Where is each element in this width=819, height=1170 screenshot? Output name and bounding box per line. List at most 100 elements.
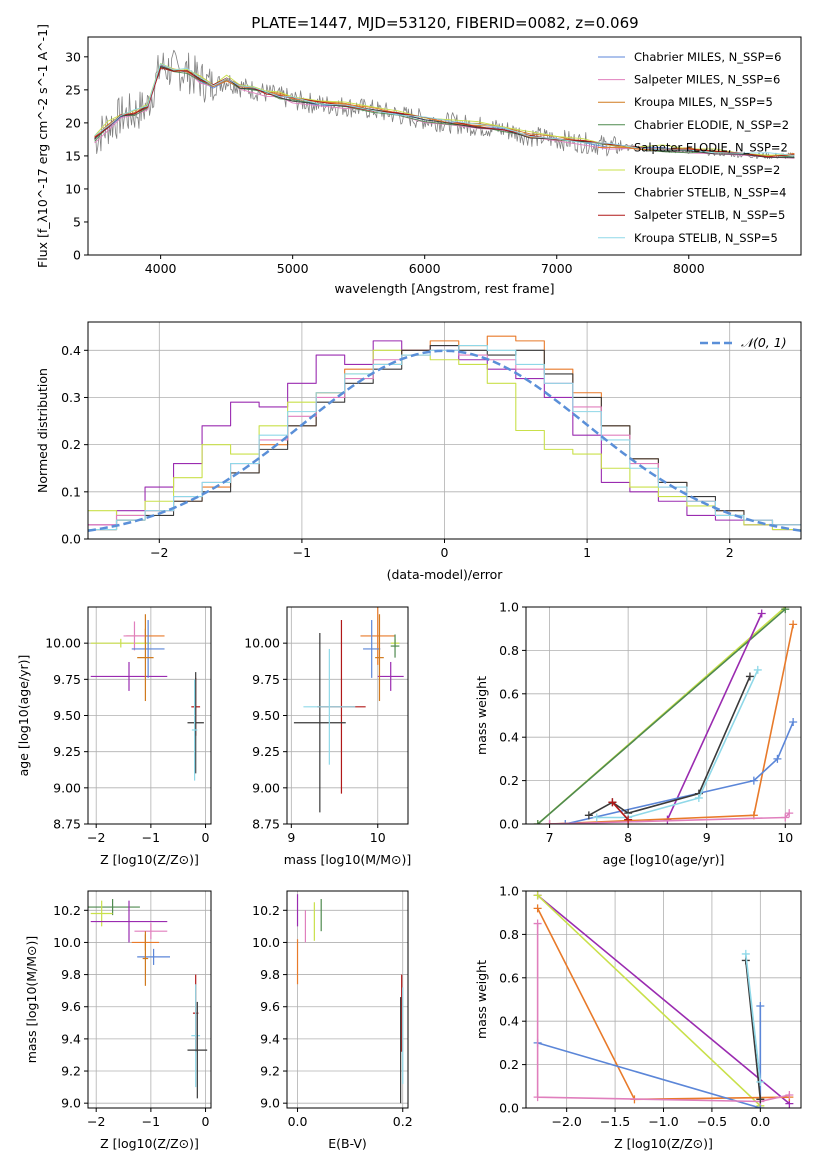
x-tick-label: 0.0 [750, 1114, 770, 1129]
y-tick-label: 5 [73, 214, 81, 229]
figure-title: PLATE=1447, MJD=53120, FIBERID=0082, z=0… [251, 14, 638, 32]
x-tick-label: 7000 [541, 261, 573, 276]
x-tick-label: 0.0 [288, 1114, 308, 1129]
y-tick-label: 0.0 [499, 1101, 519, 1116]
x-tick-label: 0 [202, 830, 210, 845]
plot-area [533, 891, 794, 1108]
plot-area [88, 899, 208, 1099]
mass-weight-line [537, 894, 790, 1105]
y-tick-label: 0 [73, 248, 81, 263]
error-bar-point [137, 948, 170, 965]
age-vs-metallicity-panel: Z [log10(Z/Z⊙)] age [log10(age/yr)] −2 −1 0 8… [16, 606, 212, 867]
legend-entry: Kroupa STELIB, N_SSP=5 [634, 231, 778, 245]
mass-weight-line [537, 1006, 762, 1108]
mass-weight-marker [561, 820, 570, 824]
y-tick-label: 10 [65, 181, 81, 196]
y-tick-label: 9.4 [260, 1031, 280, 1046]
mass-weight-marker [785, 809, 794, 818]
mass-weight-marker [757, 609, 766, 618]
legend-entry: Chabrier MILES, N_SSP=6 [634, 50, 781, 64]
mass-weight-marker [745, 672, 754, 681]
y-tick-label: 9.4 [61, 1031, 81, 1046]
y-tick-label: 20 [65, 115, 81, 130]
legend-entry: Kroupa ELODIE, N_SSP=2 [634, 163, 780, 177]
x-tick-label: −1.0 [648, 1114, 678, 1129]
error-bar-point [90, 661, 168, 691]
y-tick-label: 0.3 [61, 390, 81, 405]
y-tick-label: 0.2 [61, 437, 81, 452]
y-tick-label: 8.75 [252, 817, 280, 832]
x-axis-label: Z [log10(Z/Z⊙)] [100, 1136, 199, 1151]
mass-weight-marker [753, 665, 762, 674]
x-tick-label: −2.0 [551, 1114, 581, 1129]
y-tick-label: 9.25 [53, 744, 81, 759]
y-tick-label: 0.2 [499, 1057, 519, 1072]
residuals-panel: 𝒩(0, 1) (data-model)/error Normed distribu… [35, 321, 802, 582]
y-tick-label: 25 [65, 82, 81, 97]
x-tick-label: 1 [583, 545, 591, 560]
x-tick-label: 0 [202, 1114, 210, 1129]
error-bar-point [303, 648, 356, 765]
y-tick-label: 9.2 [61, 1064, 81, 1079]
x-axis-label: Z [log10(Z/Z⊙)] [100, 852, 199, 867]
x-tick-label: 0 [441, 545, 449, 560]
x-axis-label: wavelength [Angstrom, rest frame] [334, 281, 554, 296]
x-axis-label: Z [log10(Z/Z⊙)] [614, 1136, 713, 1151]
plot-area [533, 607, 798, 824]
x-axis-label: (data-model)/error [387, 567, 504, 582]
error-bar-point [134, 923, 168, 940]
mass-weight-marker [545, 820, 554, 824]
x-tick-label: 9 [703, 830, 711, 845]
y-tick-label: 9.6 [61, 999, 81, 1014]
mass-weight-line [596, 669, 759, 819]
error-bar-point [187, 1001, 208, 1099]
residual-histogram [88, 345, 801, 531]
mass-weight-marker [533, 891, 542, 900]
mass-weight-marker [789, 718, 798, 727]
y-tick-label: 9.50 [53, 708, 81, 723]
y-tick-label: 0.6 [499, 970, 519, 985]
legend-entry: Salpeter ELODIE, N_SSP=2 [634, 140, 788, 154]
x-tick-label: −1 [293, 545, 311, 560]
y-tick-label: 9.8 [260, 967, 280, 982]
y-tick-label: 9.75 [252, 672, 280, 687]
y-tick-label: 0.0 [499, 817, 519, 832]
mass-weight-marker [741, 949, 750, 958]
y-axis-label: age [log10(age/yr)] [16, 655, 31, 777]
plot-area [293, 607, 404, 813]
x-tick-label: 6000 [409, 261, 441, 276]
mass-weight-line [537, 608, 786, 824]
axes-frame [525, 606, 802, 825]
y-tick-label: 10.2 [252, 903, 280, 918]
y-tick-label: 9.0 [260, 1096, 280, 1111]
y-tick-label: 9.75 [53, 672, 81, 687]
mass-weight-marker [773, 754, 782, 763]
error-bar-point [187, 672, 204, 774]
model-spectrum-line [94, 63, 795, 156]
x-tick-label: 8000 [673, 261, 705, 276]
mass-weight-line [611, 801, 629, 821]
mass-weight-line [565, 721, 794, 824]
mass-vs-ebv-panel: E(B-V) 0.0 0.2 9.0 9.2 9.4 9.6 9.8 10.0 10.2 [252, 890, 413, 1151]
legend-entry: Chabrier STELIB, N_SSP=4 [634, 186, 786, 200]
y-tick-label: 9.6 [260, 999, 280, 1014]
age-vs-mass-panel: mass [log10(M/M⊙)] 9 10 8.75 9.00 9.25 9.50 9.7… [244, 606, 411, 867]
mass-weight-marker [608, 798, 617, 807]
error-bar-point [131, 620, 165, 678]
error-bar-point [191, 679, 198, 781]
y-tick-label: 0.8 [499, 643, 519, 658]
y-tick-label: 0.4 [499, 1014, 519, 1029]
mass-weight-marker [781, 813, 790, 822]
legend-entry: Kroupa MILES, N_SSP=5 [634, 95, 773, 109]
mass-weight-marker [785, 1090, 794, 1099]
x-tick-label: −1.5 [600, 1114, 630, 1129]
y-tick-label: 8.75 [53, 817, 81, 832]
x-axis-label: E(B-V) [328, 1136, 367, 1151]
mass-weight-marker [592, 813, 601, 822]
x-tick-label: 4000 [145, 261, 177, 276]
y-tick-label: 9.2 [260, 1064, 280, 1079]
x-tick-label: −2 [150, 545, 168, 560]
x-tick-label: 0.2 [393, 1114, 413, 1129]
mass-weight-line [745, 953, 762, 1083]
